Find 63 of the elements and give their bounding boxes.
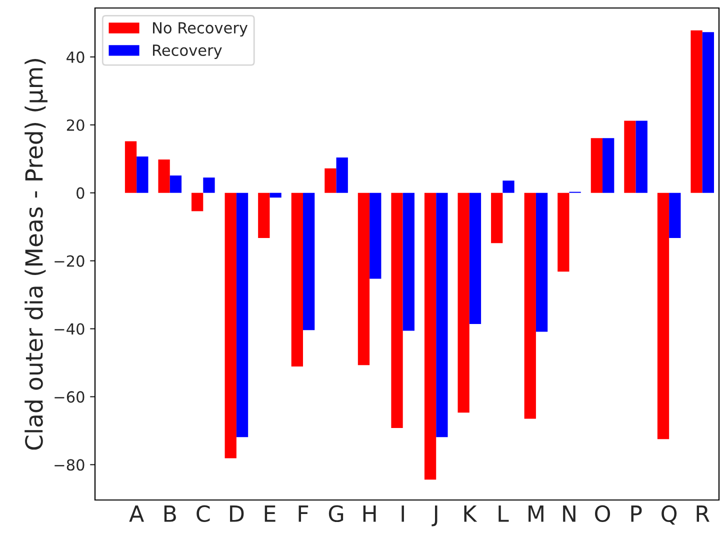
y-tick-label: 40 — [66, 51, 84, 63]
bar — [590, 138, 603, 193]
bar — [136, 156, 148, 193]
bar — [491, 192, 503, 244]
y-tick-label: 0 — [76, 187, 84, 199]
x-tick-label: R — [696, 506, 710, 522]
x-tick-label: C — [196, 505, 210, 522]
x-tick-label: M — [528, 506, 544, 522]
bar — [536, 192, 548, 332]
y-tick-label: −40 — [54, 323, 84, 335]
bar — [192, 192, 204, 212]
x-tick-label: L — [498, 506, 509, 522]
bar — [502, 180, 514, 193]
bar — [657, 192, 670, 440]
x-tick-label: G — [328, 505, 344, 522]
bar — [236, 192, 248, 438]
bar — [224, 192, 236, 458]
bar — [624, 120, 636, 193]
bar — [690, 30, 702, 193]
bar — [303, 192, 315, 330]
bar — [424, 192, 436, 480]
x-tick-label: E — [264, 506, 276, 522]
y-tick-label: 20 — [66, 119, 84, 131]
bar — [124, 141, 137, 193]
bar — [458, 192, 470, 413]
bar — [203, 178, 215, 193]
y-tick-label: −80 — [54, 459, 84, 471]
bar — [524, 192, 536, 419]
bar — [158, 160, 170, 193]
x-tick-label: B — [164, 506, 176, 522]
x-tick-label: Q — [662, 505, 677, 525]
x-tick-label: K — [464, 506, 478, 522]
bar — [270, 192, 282, 198]
legend-label: Recovery — [153, 44, 222, 59]
x-tick-label: O — [595, 505, 610, 522]
bar — [391, 192, 403, 428]
bar — [602, 138, 614, 193]
bar — [370, 192, 382, 279]
x-tick-label: J — [432, 506, 438, 526]
x-tick-label: A — [129, 506, 144, 522]
y-axis-title: Clad outer dia (Meas - Pred) (μm) — [24, 59, 48, 450]
bar — [669, 192, 681, 238]
bar — [324, 168, 336, 193]
bar — [558, 192, 570, 272]
bar — [469, 192, 482, 324]
x-tick-label: D — [230, 506, 244, 522]
bar — [258, 192, 270, 238]
bar — [336, 158, 348, 193]
bar — [402, 192, 414, 331]
x-tick-label: F — [298, 506, 308, 522]
y-tick-label: −20 — [54, 255, 84, 267]
bar — [636, 120, 648, 193]
bar — [358, 192, 370, 366]
x-tick-label: N — [563, 506, 576, 522]
x-tick-label: H — [363, 506, 376, 522]
bar — [170, 176, 182, 193]
bar — [291, 192, 303, 366]
x-tick-label: I — [402, 506, 404, 522]
y-tick-label: −60 — [54, 391, 84, 403]
x-tick-label: P — [631, 506, 642, 522]
bar — [436, 192, 448, 438]
legend-label: No Recovery — [153, 22, 248, 37]
bar — [702, 32, 714, 193]
